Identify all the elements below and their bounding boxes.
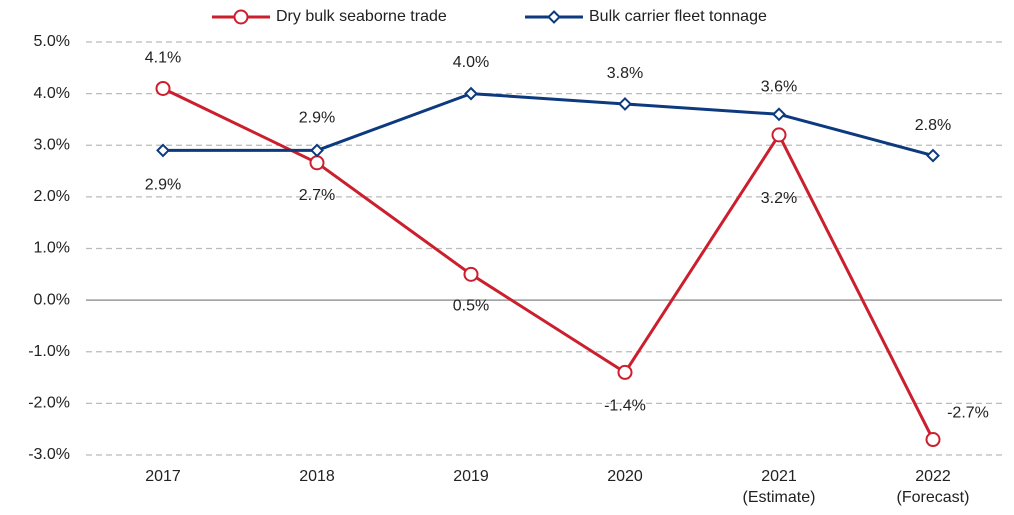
- data-label: -2.7%: [947, 405, 989, 422]
- y-tick-label: -2.0%: [28, 395, 70, 412]
- y-tick-label: 2.0%: [34, 188, 70, 205]
- data-label: 3.2%: [761, 190, 797, 207]
- x-tick-label: 2018: [299, 468, 335, 485]
- point: [772, 107, 786, 122]
- data-label: 0.5%: [453, 298, 489, 315]
- point: [309, 155, 325, 171]
- data-label: 3.6%: [761, 78, 797, 95]
- legend-label: Dry bulk seaborne trade: [276, 8, 447, 25]
- point: [156, 143, 170, 158]
- data-label: 4.0%: [453, 54, 489, 71]
- data-label: 3.8%: [607, 65, 643, 82]
- y-tick-label: 5.0%: [34, 33, 70, 50]
- data-label: 2.8%: [915, 117, 951, 134]
- x-tick-label: 2020: [607, 468, 643, 485]
- x-tick-label: 2017: [145, 468, 181, 485]
- point: [617, 364, 633, 380]
- series-line: [162, 87, 935, 441]
- point: [233, 9, 249, 25]
- point: [926, 148, 940, 163]
- y-tick-label: 0.0%: [34, 291, 70, 308]
- point: [155, 80, 171, 96]
- x-tick-label: 2021 (Estimate): [742, 468, 816, 506]
- y-tick-label: 4.0%: [34, 85, 70, 102]
- point: [464, 86, 478, 101]
- x-tick-label: 2019: [453, 468, 489, 485]
- point: [310, 143, 324, 158]
- data-label: 2.7%: [299, 187, 335, 204]
- y-tick-label: 3.0%: [34, 136, 70, 153]
- y-tick-label: -1.0%: [28, 343, 70, 360]
- point: [618, 97, 632, 111]
- series-line: [163, 92, 934, 158]
- legend-label: Bulk carrier fleet tonnage: [589, 8, 767, 25]
- y-tick-label: 1.0%: [34, 240, 70, 257]
- data-label: -1.4%: [604, 398, 646, 415]
- data-label: 2.9%: [145, 177, 181, 194]
- x-tick-label: 2022 (Forecast): [896, 468, 970, 506]
- point: [771, 127, 787, 143]
- data-label: 2.9%: [299, 110, 335, 127]
- point: [925, 432, 941, 448]
- point: [463, 266, 479, 282]
- point: [547, 10, 561, 24]
- y-tick-label: -3.0%: [28, 446, 70, 463]
- data-label: 4.1%: [145, 50, 181, 67]
